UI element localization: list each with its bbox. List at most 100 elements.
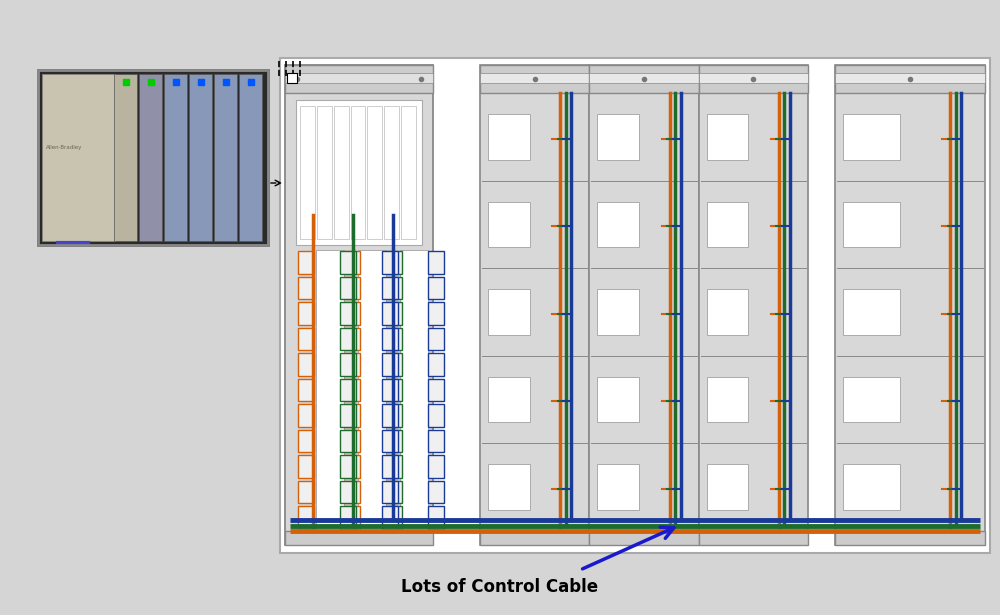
Bar [344,481,360,504]
Bar [488,202,530,247]
Bar [344,430,360,453]
Bar [298,404,314,427]
Bar [351,106,365,239]
Bar [428,277,444,299]
Bar [488,114,530,159]
Bar [239,74,262,241]
Bar [382,481,398,504]
Bar [344,328,360,350]
Bar [114,74,137,241]
Bar [428,251,444,274]
Bar [382,251,398,274]
Bar [400,250,428,531]
Bar [382,404,398,427]
Bar [139,74,162,241]
Bar [344,404,360,427]
Bar [340,353,356,376]
Bar [340,455,356,478]
Bar [316,250,344,531]
Bar [589,73,699,83]
Bar [317,106,332,239]
Bar [488,289,530,335]
Bar [340,481,356,504]
Bar [835,65,985,545]
Bar [480,65,589,93]
Bar [382,302,398,325]
Bar [597,464,639,510]
Bar [597,377,639,423]
Bar [344,379,360,401]
Bar [699,65,808,93]
Bar [597,202,639,247]
Bar [340,507,356,529]
Bar [707,464,748,510]
Bar [428,430,444,453]
Bar [344,251,360,274]
Bar [298,277,314,299]
Bar [344,277,360,299]
Bar [835,73,985,83]
Bar [296,100,422,245]
Bar [298,455,314,478]
Bar [843,114,900,159]
Bar [287,73,297,83]
Bar [344,507,360,529]
Bar [480,73,589,83]
Bar [298,507,314,529]
Bar [164,74,187,241]
Bar [298,353,314,376]
Bar [386,404,402,427]
Bar [386,507,402,529]
Bar [38,70,268,245]
Bar [428,302,444,325]
Bar [340,404,356,427]
Text: Lots of Control Cable: Lots of Control Cable [401,578,599,596]
Bar [42,74,116,241]
Bar [386,328,402,350]
Bar [189,74,212,241]
Bar [707,289,748,335]
Bar [401,106,416,239]
Bar [428,328,444,350]
Bar [480,65,589,545]
Bar [386,455,402,478]
Bar [488,464,530,510]
Bar [386,251,402,274]
Bar [344,455,360,478]
Text: Allen-Bradley: Allen-Bradley [46,145,82,149]
Bar [382,353,398,376]
Bar [340,277,356,299]
Bar [386,277,402,299]
Bar [428,379,444,401]
Bar [707,377,748,423]
Bar [428,481,444,504]
Bar [298,481,314,504]
Bar [344,302,360,325]
Bar [340,328,356,350]
Bar [358,250,386,531]
Bar [382,379,398,401]
Bar [340,251,356,274]
Bar [382,328,398,350]
Bar [386,430,402,453]
Bar [428,507,444,529]
Bar [340,302,356,325]
Bar [386,353,402,376]
Bar [344,353,360,376]
Bar [589,531,699,545]
Bar [699,65,808,545]
Bar [300,106,315,239]
Bar [835,531,985,545]
Bar [699,531,808,545]
Bar [340,430,356,453]
Bar [298,430,314,453]
Bar [386,379,402,401]
Bar [298,251,314,274]
Bar [428,353,444,376]
Bar [285,65,433,545]
Bar [298,328,314,350]
Bar [384,106,399,239]
Bar [334,106,349,239]
Bar [597,289,639,335]
Bar [285,73,433,83]
